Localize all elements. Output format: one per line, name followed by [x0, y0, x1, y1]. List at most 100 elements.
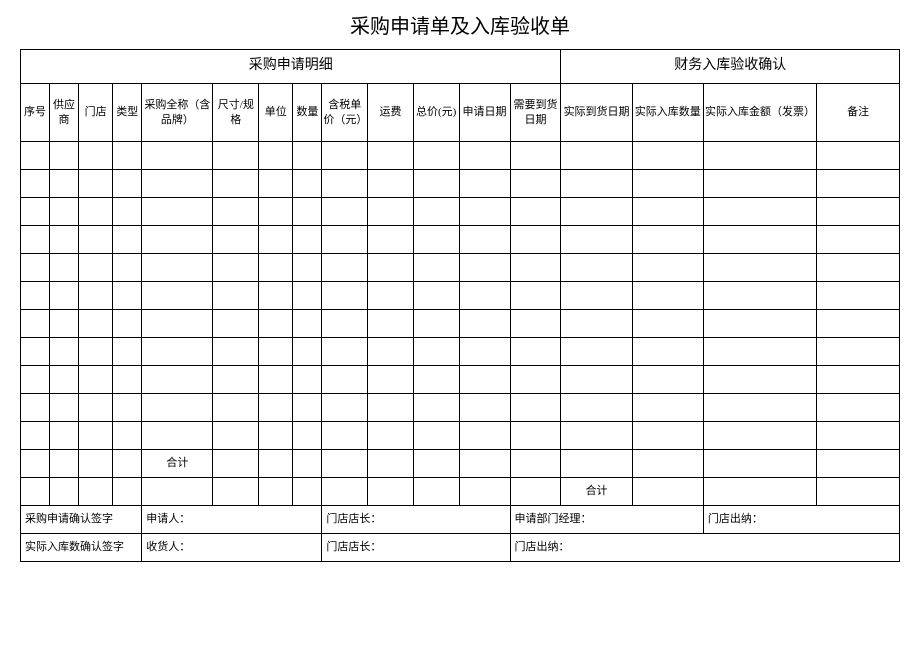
table-cell — [817, 366, 900, 394]
table-cell — [79, 366, 113, 394]
table-cell — [113, 282, 142, 310]
col-actualqty: 实际入库数量 — [632, 84, 703, 142]
table-cell — [259, 338, 293, 366]
table-row — [21, 310, 900, 338]
table-cell — [510, 338, 561, 366]
table-cell — [703, 226, 816, 254]
table-row — [21, 142, 900, 170]
table-cell — [113, 338, 142, 366]
table-cell — [79, 282, 113, 310]
table-cell — [413, 422, 459, 450]
table-cell — [632, 226, 703, 254]
table-cell — [259, 198, 293, 226]
table-cell — [703, 254, 816, 282]
table-cell — [459, 366, 510, 394]
table-cell — [817, 170, 900, 198]
table-cell — [632, 310, 703, 338]
table-cell — [79, 338, 113, 366]
table-cell — [632, 394, 703, 422]
col-type: 类型 — [113, 84, 142, 142]
table-cell — [510, 254, 561, 282]
table-cell — [113, 142, 142, 170]
table-cell — [413, 366, 459, 394]
table-cell — [50, 310, 79, 338]
table-cell — [113, 366, 142, 394]
table-cell — [368, 310, 414, 338]
table-cell — [213, 142, 259, 170]
table-cell — [50, 254, 79, 282]
col-seq: 序号 — [21, 84, 50, 142]
table-cell — [113, 170, 142, 198]
table-cell — [817, 226, 900, 254]
table-cell — [213, 338, 259, 366]
table-cell — [142, 254, 213, 282]
table-cell — [413, 226, 459, 254]
table-cell — [561, 338, 632, 366]
section-left: 采购申请明细 — [21, 50, 561, 84]
table-cell — [413, 338, 459, 366]
col-unit: 单位 — [259, 84, 293, 142]
table-cell — [703, 338, 816, 366]
table-cell — [703, 310, 816, 338]
table-row — [21, 198, 900, 226]
table-cell — [259, 254, 293, 282]
table-cell — [322, 142, 368, 170]
page-title: 采购申请单及入库验收单 — [20, 10, 900, 39]
table-cell — [113, 422, 142, 450]
table-cell — [21, 310, 50, 338]
sig1-deptmgr: 申请部门经理： — [510, 506, 703, 534]
table-cell — [21, 142, 50, 170]
table-cell — [50, 338, 79, 366]
table-cell — [817, 422, 900, 450]
table-cell — [703, 422, 816, 450]
table-cell — [561, 226, 632, 254]
table-cell — [703, 142, 816, 170]
table-cell — [703, 394, 816, 422]
table-cell — [368, 170, 414, 198]
table-cell — [561, 282, 632, 310]
table-row — [21, 338, 900, 366]
table-cell — [510, 142, 561, 170]
table-cell — [703, 366, 816, 394]
table-cell — [413, 198, 459, 226]
table-cell — [142, 310, 213, 338]
table-cell — [322, 226, 368, 254]
table-cell — [561, 366, 632, 394]
signature-row-1: 采购申请确认签字 申请人： 门店店长： 申请部门经理： 门店出纳： — [21, 506, 900, 534]
table-cell — [21, 198, 50, 226]
table-cell — [322, 282, 368, 310]
signature-row-2: 实际入库数确认签字 收货人： 门店店长： 门店出纳： — [21, 534, 900, 562]
table-cell — [79, 170, 113, 198]
col-actualdate: 实际到货日期 — [561, 84, 632, 142]
table-cell — [459, 282, 510, 310]
table-cell — [459, 226, 510, 254]
table-cell — [113, 198, 142, 226]
table-cell — [459, 142, 510, 170]
table-cell — [459, 394, 510, 422]
table-cell — [21, 254, 50, 282]
table-cell — [213, 394, 259, 422]
table-cell — [368, 422, 414, 450]
total-label-1: 合计 — [142, 450, 213, 478]
sig2-manager: 门店店长： — [322, 534, 510, 562]
table-cell — [21, 170, 50, 198]
table-cell — [459, 422, 510, 450]
col-spec: 尺寸/规格 — [213, 84, 259, 142]
table-cell — [259, 282, 293, 310]
table-cell — [322, 310, 368, 338]
table-cell — [510, 366, 561, 394]
table-cell — [142, 198, 213, 226]
table-cell — [510, 226, 561, 254]
table-cell — [142, 366, 213, 394]
table-cell — [79, 254, 113, 282]
table-cell — [817, 282, 900, 310]
table-cell — [459, 338, 510, 366]
total-row-1: 合计 — [21, 450, 900, 478]
table-cell — [368, 394, 414, 422]
table-cell — [632, 254, 703, 282]
col-supplier: 供应商 — [50, 84, 79, 142]
table-cell — [21, 422, 50, 450]
data-body — [21, 142, 900, 450]
col-total: 总价(元) — [413, 84, 459, 142]
col-qty: 数量 — [293, 84, 322, 142]
